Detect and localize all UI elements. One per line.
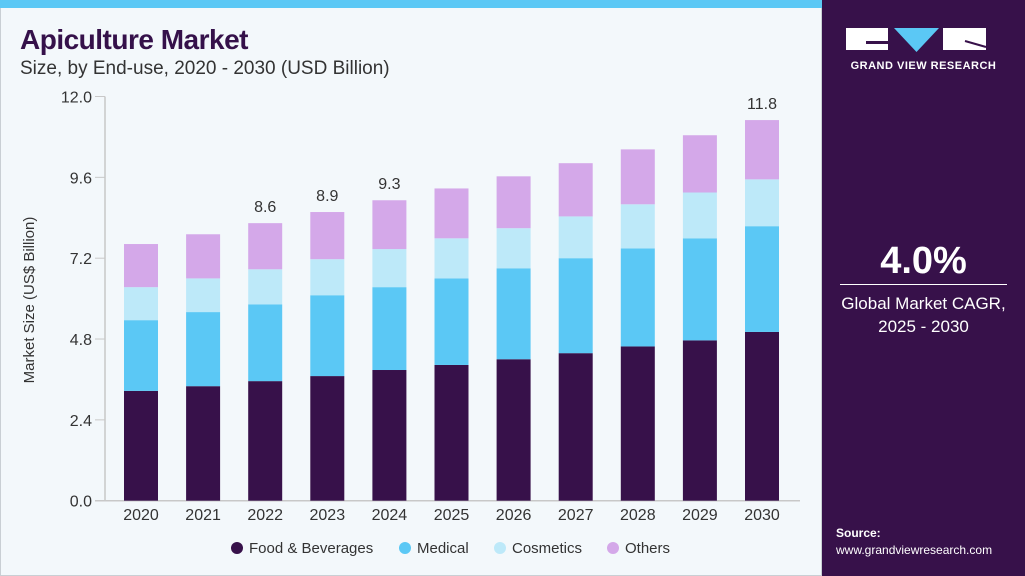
data-label: 11.8 <box>747 96 777 113</box>
bar-segment-medical <box>310 295 345 377</box>
bar-segment-cosmetics <box>310 259 345 296</box>
legend-marker <box>399 542 411 554</box>
cagr-label: Global Market CAGR, 2025 - 2030 <box>822 292 1025 338</box>
bar-segment-medical <box>124 320 158 391</box>
legend-label: Food & Beverages <box>249 540 373 557</box>
bar-segment-medical <box>745 226 779 332</box>
bar-segment-medical <box>248 304 283 382</box>
chart-title: Apiculture Market <box>20 24 249 55</box>
x-tick-label: 2028 <box>620 507 656 524</box>
data-label: 8.6 <box>254 199 276 216</box>
bar-segment-cosmetics <box>248 269 283 305</box>
bar-segment-medical <box>434 278 469 365</box>
bar-segment-cosmetics <box>496 228 531 269</box>
source-link[interactable]: www.grandviewresearch.com <box>836 543 993 557</box>
info-panel: GRAND VIEW RESEARCH 4.0% Global Market C… <box>822 0 1025 576</box>
bar-segment-medical <box>682 238 717 341</box>
cagr-label-line1: Global Market CAGR, <box>841 294 1006 313</box>
x-tick-label: 2027 <box>558 507 594 524</box>
x-tick-label: 2025 <box>434 507 470 524</box>
data-label: 9.3 <box>378 176 400 193</box>
bar-segment-cosmetics <box>620 204 655 249</box>
bar-segment-cosmetics <box>434 238 469 279</box>
x-tick-label: 2022 <box>247 507 283 524</box>
bar-segment-others <box>496 176 531 229</box>
bar-segment-food-beverages <box>434 364 469 501</box>
y-tick-label: 2.4 <box>70 413 92 430</box>
bar-segment-others <box>124 244 158 288</box>
y-tick-label: 9.6 <box>70 170 92 187</box>
gvr-logo <box>846 28 987 52</box>
bar-segment-others <box>310 212 345 260</box>
bar-segment-others <box>186 234 221 279</box>
legend-label: Medical <box>417 540 469 557</box>
bar-segment-food-beverages <box>124 390 158 501</box>
bar-segment-food-beverages <box>496 359 531 501</box>
x-tick-label: 2030 <box>744 507 780 524</box>
bar-segment-others <box>745 120 779 180</box>
chart-subtitle: Size, by End-use, 2020 - 2030 (USD Billi… <box>20 58 390 79</box>
y-axis-title: Market Size (US$ Billion) <box>21 217 38 384</box>
bar-segment-medical <box>372 287 407 371</box>
bar-segment-cosmetics <box>745 179 779 227</box>
bar-segment-food-beverages <box>186 386 221 501</box>
y-tick-label: 0.0 <box>70 494 92 511</box>
bar-segment-food-beverages <box>558 353 593 501</box>
divider <box>840 284 1007 285</box>
x-tick-label: 2023 <box>310 507 346 524</box>
bar-segment-medical <box>186 312 221 387</box>
bar-segment-food-beverages <box>248 381 283 501</box>
x-tick-label: 2026 <box>496 507 532 524</box>
bar-segment-food-beverages <box>310 376 345 501</box>
legend-label: Cosmetics <box>512 540 582 557</box>
bar-segment-medical <box>558 258 593 354</box>
legend-marker <box>494 542 506 554</box>
y-tick-label: 12.0 <box>61 90 92 107</box>
legend-marker <box>607 542 619 554</box>
data-label: 8.9 <box>316 188 338 205</box>
bar-segment-food-beverages <box>372 370 407 501</box>
bar-segment-food-beverages <box>620 346 655 501</box>
bar-segment-others <box>434 188 469 239</box>
x-tick-label: 2020 <box>123 507 159 524</box>
x-tick-label: 2024 <box>372 507 408 524</box>
source-label: Source: <box>836 526 881 540</box>
legend-label: Others <box>625 540 670 557</box>
bar-segment-food-beverages <box>682 340 717 501</box>
bar-segment-cosmetics <box>372 249 407 288</box>
bar-segment-cosmetics <box>124 287 158 321</box>
bar-segment-others <box>620 149 655 205</box>
bar-segment-cosmetics <box>558 216 593 259</box>
bar-segment-food-beverages <box>745 331 779 501</box>
bar-segment-others <box>248 223 283 270</box>
x-tick-label: 2029 <box>682 507 718 524</box>
legend-marker <box>231 542 243 554</box>
bar-segment-others <box>682 135 717 193</box>
accent-bar <box>0 0 822 8</box>
bar-segment-others <box>372 200 407 250</box>
cagr-value: 4.0% <box>880 240 967 282</box>
brand-name: GRAND VIEW RESEARCH <box>850 60 997 72</box>
stacked-bar-chart: 0.0 2.4 4.8 7.2 9.6 12.0 Market Size (US$ Bill… <box>21 90 800 557</box>
cagr-label-line2: 2025 - 2030 <box>878 317 969 336</box>
x-tick-label: 2021 <box>185 507 221 524</box>
bar-segment-others <box>558 163 593 217</box>
y-tick-label: 7.2 <box>70 251 92 268</box>
bar-segment-medical <box>620 248 655 347</box>
bar-segment-medical <box>496 268 531 360</box>
bar-segment-cosmetics <box>186 278 221 313</box>
bar-segment-cosmetics <box>682 192 717 239</box>
y-tick-label: 4.8 <box>70 332 92 349</box>
